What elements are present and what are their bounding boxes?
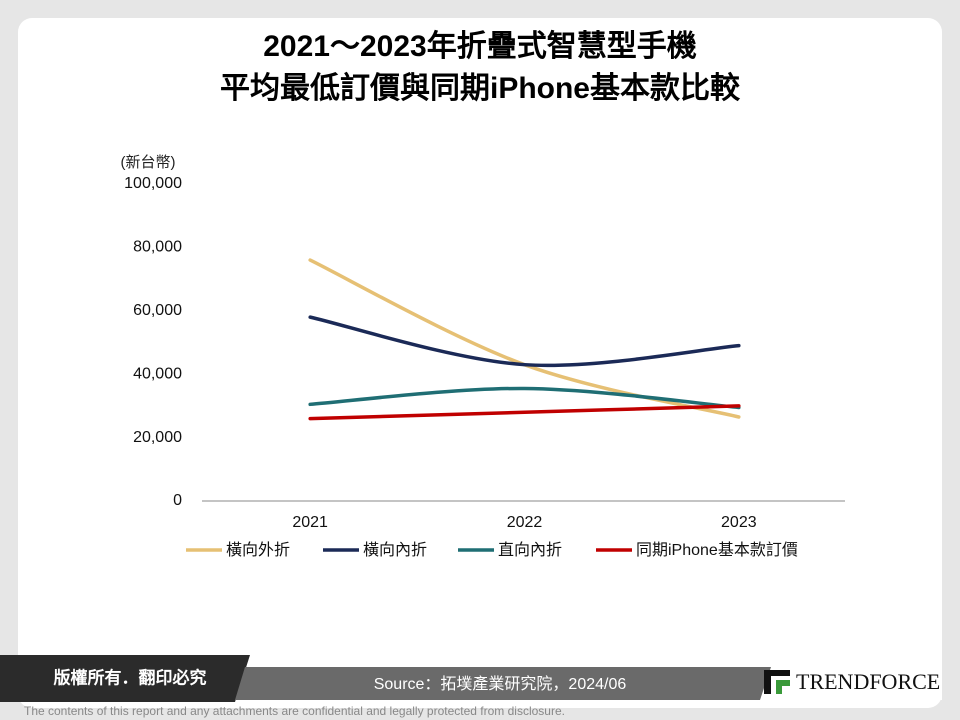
y-tick-label: 40,000 xyxy=(133,365,182,382)
y-tick-label: 80,000 xyxy=(133,239,182,256)
title-line: 平均最低訂價與同期iPhone基本款比較 xyxy=(220,71,741,105)
y-tick-label: 20,000 xyxy=(133,429,182,446)
copyright-band xyxy=(0,655,250,702)
series-line xyxy=(308,315,741,368)
source-band xyxy=(235,667,780,700)
legend-label: 直向內折 xyxy=(498,541,562,559)
x-tick-label: 2023 xyxy=(721,514,757,531)
x-tick-label: 2022 xyxy=(507,514,543,531)
card xyxy=(18,18,942,708)
legend-label: 橫向內折 xyxy=(363,541,427,559)
disclaimer: The contents of this report and any atta… xyxy=(24,704,565,718)
title-line: 2021～2023年折疊式智慧型手機 xyxy=(263,30,696,63)
x-tick-label: 2021 xyxy=(292,514,328,531)
logo-icon xyxy=(764,670,790,694)
legend-label: 同期iPhone基本款訂價 xyxy=(636,541,798,559)
y-tick-label: 60,000 xyxy=(133,302,182,319)
y-tick-label: 0 xyxy=(173,492,182,509)
y-tick-label: 100,000 xyxy=(124,175,182,192)
legend-label: 橫向外折 xyxy=(226,541,290,559)
series-line xyxy=(308,404,741,421)
brand: TRENDFORCE xyxy=(796,669,940,694)
series-line xyxy=(308,386,741,410)
y-axis-label: (新台幣) xyxy=(121,154,176,171)
source: Source：拓墣產業研究院，2024/06 xyxy=(374,675,627,693)
logo-band xyxy=(760,640,942,700)
copyright: 版權所有．翻印必究 xyxy=(54,667,207,687)
